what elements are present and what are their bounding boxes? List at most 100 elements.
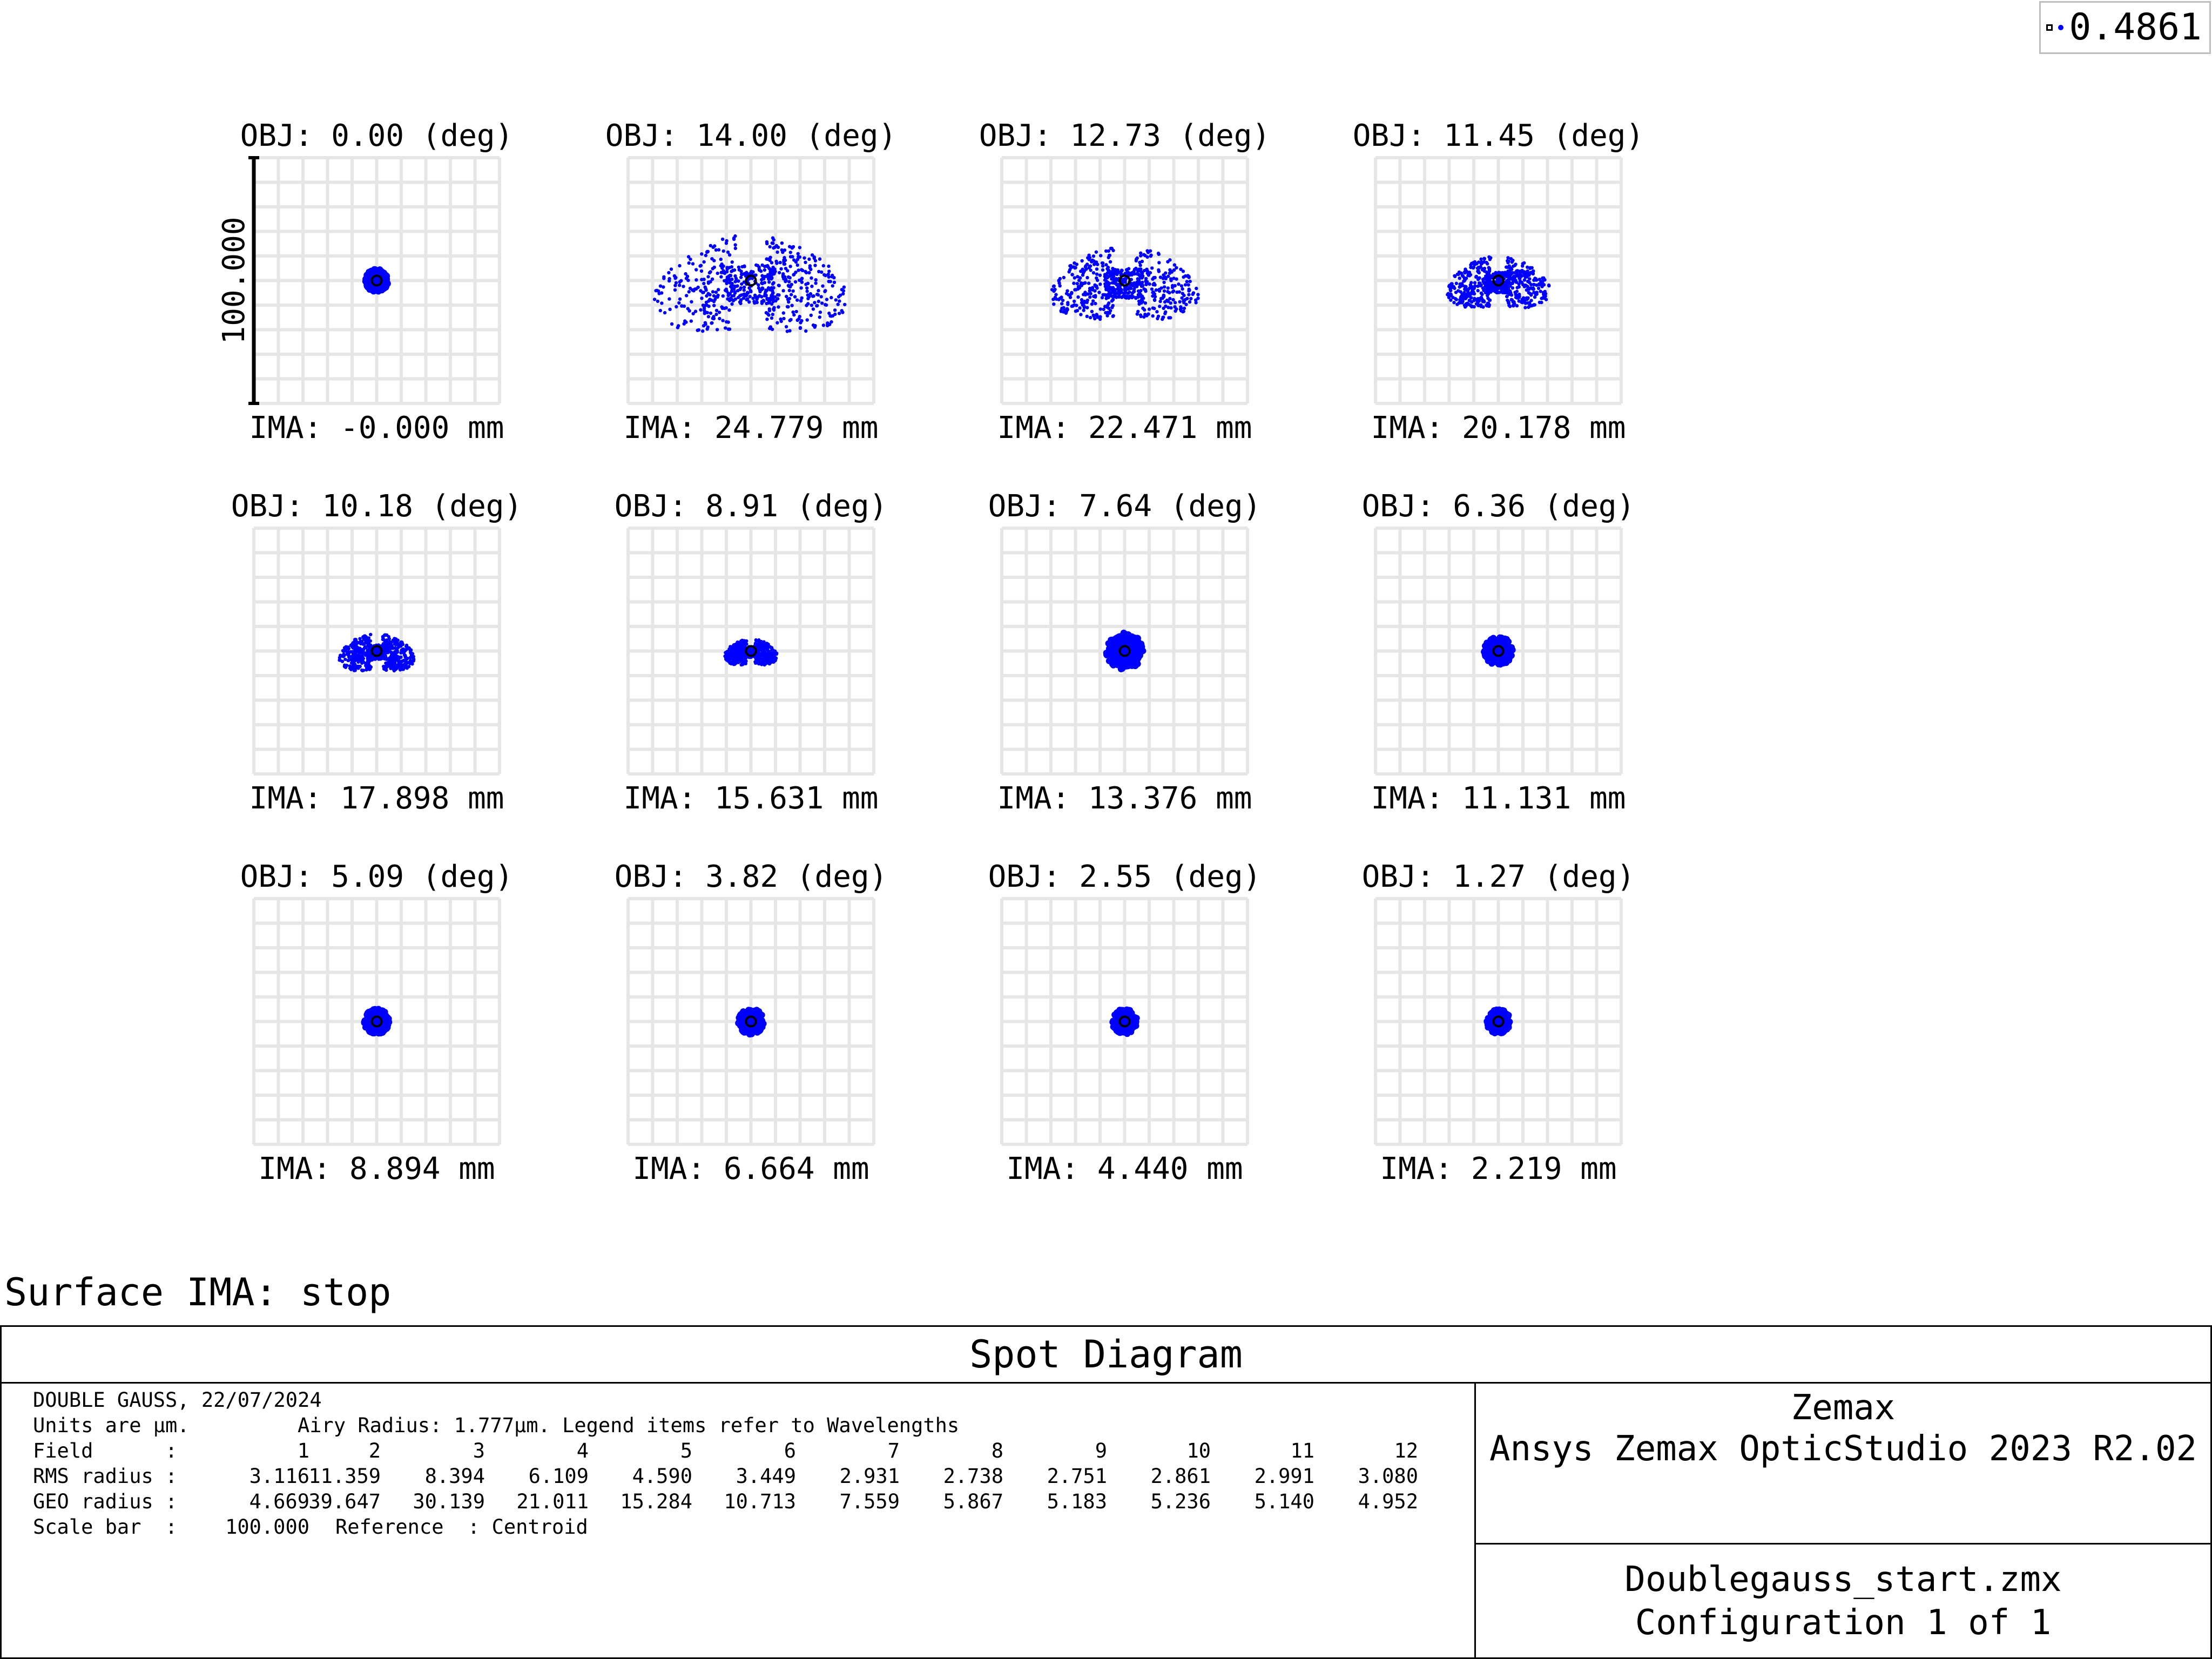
spot-point [838, 299, 841, 303]
obj-label: OBJ: 6.36 (deg) [1362, 489, 1635, 524]
obj-label: OBJ: 3.82 (deg) [615, 859, 888, 894]
spot-point [788, 251, 793, 254]
spot-point [733, 291, 737, 295]
spot-point [1530, 266, 1534, 269]
spot-point [739, 286, 743, 290]
spot-point [1078, 306, 1082, 310]
spot-point [1111, 267, 1115, 271]
spot-point [1080, 301, 1084, 305]
spot-point [684, 272, 687, 276]
spot-point [1194, 298, 1198, 302]
spot-point [730, 302, 734, 306]
spot-point [811, 307, 815, 311]
spot-point [1088, 289, 1091, 293]
spot-panel-5: OBJ: 10.18 (deg)IMA: 17.898 mm [231, 489, 522, 816]
spot-point [717, 248, 721, 252]
spot-point [763, 268, 767, 272]
spot-point [747, 300, 751, 304]
spot-point [383, 633, 387, 637]
spot-point [682, 285, 685, 288]
spot-point [1091, 299, 1095, 303]
spot-point [1162, 306, 1165, 310]
spot-point [1514, 274, 1519, 278]
spot-point [1487, 266, 1491, 269]
spot-point [1515, 289, 1519, 293]
spot-panel-11: OBJ: 2.55 (deg)IMA: 4.440 mm [988, 859, 1262, 1186]
spot-point [727, 308, 731, 312]
spot-point [407, 660, 411, 664]
spot-point [1479, 303, 1483, 307]
spot-point [1079, 269, 1083, 273]
spot-point [788, 285, 792, 289]
spot-point [1529, 286, 1533, 290]
spot-point [1104, 263, 1108, 267]
spot-point [1127, 294, 1131, 299]
spot-point [367, 650, 370, 654]
spot-point [1098, 282, 1102, 286]
spot-point [781, 311, 786, 315]
spot-point [1085, 275, 1089, 280]
spot-point [1066, 301, 1070, 305]
spot-point [1157, 289, 1162, 293]
spot-point [734, 656, 738, 659]
spot-point [742, 288, 746, 292]
spot-point [1476, 284, 1480, 288]
spot-point [709, 311, 713, 315]
spot-point [1097, 291, 1101, 294]
obj-label: OBJ: 8.91 (deg) [615, 489, 888, 524]
spot-point [1151, 291, 1155, 294]
info-units-row: Units are µm. Airy Radius: 1.777µm. Lege… [33, 1413, 1415, 1438]
spot-point [1454, 281, 1458, 285]
spot-point [403, 653, 407, 657]
spot-point [740, 647, 744, 651]
units-text: Units are µm. [33, 1414, 190, 1437]
spot-point [353, 650, 356, 654]
spot-point [667, 271, 671, 275]
spot-point [1459, 282, 1462, 286]
spot-point [1476, 301, 1480, 305]
spot-point [1085, 314, 1089, 318]
spot-point [670, 322, 674, 326]
spot-point [1082, 306, 1086, 309]
spot-point [1091, 288, 1095, 292]
spot-point [706, 281, 711, 285]
spot-point [1104, 249, 1108, 253]
spot-point [702, 260, 706, 264]
spot-point [1098, 307, 1103, 311]
spot-point [1110, 294, 1114, 298]
spot-point [353, 662, 357, 666]
spot-point [406, 646, 410, 650]
spot-point [1517, 299, 1521, 303]
spot-point [712, 315, 716, 319]
spot-point [1079, 313, 1083, 316]
spot-point [1526, 280, 1530, 284]
spot-point [390, 651, 394, 655]
spot-point [1112, 278, 1116, 282]
spot-point [1059, 309, 1063, 313]
spot-point [785, 294, 788, 299]
spot-point [1173, 301, 1177, 305]
spot-point [1194, 301, 1198, 305]
spot-point [729, 281, 733, 285]
spot-point [788, 255, 793, 259]
spot-point [1159, 296, 1163, 300]
spot-point [658, 284, 663, 288]
spot-point [1104, 279, 1109, 284]
spot-point [1158, 305, 1162, 308]
spot-point [730, 265, 734, 269]
spot-point [772, 246, 775, 250]
spot-point [1480, 268, 1485, 272]
spot-point [833, 312, 837, 316]
spot-point [1181, 292, 1184, 295]
spot-point [1131, 295, 1135, 299]
scale-bar: 100.000 [217, 156, 259, 405]
spot-point [730, 278, 734, 281]
spot-point [1161, 276, 1165, 280]
spot-point [1454, 298, 1458, 301]
spot-point [767, 307, 771, 311]
spot-panel-1: OBJ: 0.00 (deg)IMA: -0.000 mm [240, 118, 514, 446]
spot-point [765, 257, 768, 261]
spot-point [363, 634, 367, 638]
field-label: Field : [33, 1439, 178, 1462]
spot-point [721, 264, 725, 268]
